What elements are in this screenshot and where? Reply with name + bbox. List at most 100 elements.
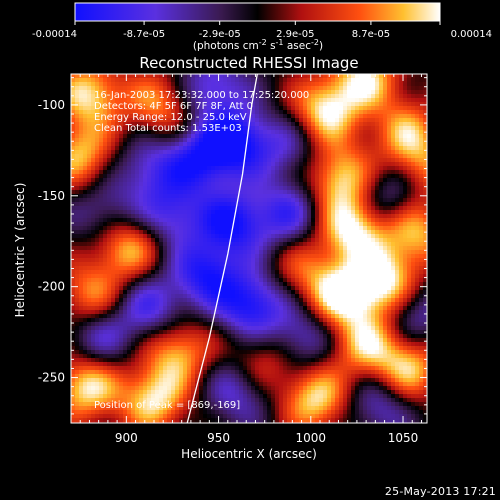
heatmap-cell bbox=[135, 138, 140, 143]
heatmap-cell bbox=[75, 122, 80, 127]
heatmap-cell bbox=[227, 114, 232, 119]
heatmap-cell bbox=[135, 202, 140, 207]
heatmap-cell bbox=[111, 90, 116, 95]
heatmap-cell bbox=[143, 90, 148, 95]
heatmap-cell bbox=[331, 130, 336, 135]
heatmap-cell bbox=[255, 190, 260, 195]
heatmap-cell bbox=[103, 198, 108, 203]
heatmap-cell bbox=[363, 246, 368, 251]
heatmap-cell bbox=[395, 242, 400, 247]
heatmap-cell bbox=[187, 98, 192, 103]
heatmap-cell bbox=[387, 282, 392, 287]
heatmap-cell bbox=[111, 122, 116, 127]
heatmap-cell bbox=[155, 130, 160, 135]
heatmap-cell bbox=[135, 150, 140, 155]
heatmap-cell bbox=[83, 238, 88, 243]
heatmap-cell bbox=[235, 294, 240, 299]
heatmap-cell bbox=[251, 98, 256, 103]
heatmap-cell bbox=[119, 238, 124, 243]
heatmap-cell bbox=[303, 82, 308, 87]
heatmap-cell bbox=[203, 102, 208, 107]
heatmap-cell bbox=[271, 166, 276, 171]
heatmap-cell bbox=[359, 110, 364, 115]
heatmap-cell bbox=[271, 274, 276, 279]
heatmap-cell bbox=[223, 98, 228, 103]
heatmap-cell bbox=[347, 214, 352, 219]
heatmap-cell bbox=[255, 130, 260, 135]
heatmap-cell bbox=[127, 278, 132, 283]
heatmap-cell bbox=[135, 102, 140, 107]
heatmap-cell bbox=[271, 186, 276, 191]
heatmap-cell bbox=[231, 178, 236, 183]
heatmap-cell bbox=[167, 106, 172, 111]
heatmap-cell bbox=[311, 206, 316, 211]
heatmap-cell bbox=[387, 134, 392, 139]
heatmap-cell bbox=[391, 234, 396, 239]
heatmap-cell bbox=[147, 222, 152, 227]
heatmap-cell bbox=[199, 170, 204, 175]
heatmap-cell bbox=[403, 74, 408, 79]
heatmap-cell bbox=[399, 250, 404, 255]
heatmap-cell bbox=[219, 166, 224, 171]
heatmap-cell bbox=[171, 186, 176, 191]
heatmap-cell bbox=[299, 206, 304, 211]
heatmap-cell bbox=[135, 218, 140, 223]
heatmap-cell bbox=[235, 114, 240, 119]
heatmap-cell bbox=[159, 122, 164, 127]
heatmap-cell bbox=[99, 290, 104, 295]
heatmap-cell bbox=[183, 122, 188, 127]
heatmap-cell bbox=[175, 254, 180, 259]
heatmap-cell bbox=[339, 214, 344, 219]
heatmap-cell bbox=[215, 98, 220, 103]
heatmap-cell bbox=[135, 234, 140, 239]
heatmap-cell bbox=[99, 82, 104, 87]
heatmap-cell bbox=[335, 98, 340, 103]
heatmap-cell bbox=[275, 238, 280, 243]
heatmap-cell bbox=[275, 78, 280, 83]
heatmap-cell bbox=[115, 110, 120, 115]
heatmap-cell bbox=[263, 282, 268, 287]
heatmap-cell bbox=[255, 226, 260, 231]
heatmap-cell bbox=[299, 162, 304, 167]
heatmap-cell bbox=[411, 254, 416, 259]
heatmap-cell bbox=[135, 130, 140, 135]
heatmap-cell bbox=[395, 126, 400, 131]
heatmap-cell bbox=[139, 202, 144, 207]
heatmap-cell bbox=[407, 294, 412, 299]
heatmap-cell bbox=[175, 278, 180, 283]
heatmap-cell bbox=[295, 206, 300, 211]
heatmap-cell bbox=[183, 114, 188, 119]
heatmap-cell bbox=[315, 170, 320, 175]
heatmap-cell bbox=[171, 82, 176, 87]
heatmap-cell bbox=[395, 218, 400, 223]
heatmap-cell bbox=[367, 134, 372, 139]
heatmap-cell bbox=[367, 234, 372, 239]
heatmap-cell bbox=[215, 250, 220, 255]
heatmap-cell bbox=[179, 290, 184, 295]
heatmap-cell bbox=[275, 226, 280, 231]
heatmap-cell bbox=[251, 258, 256, 263]
heatmap-cell bbox=[87, 130, 92, 135]
heatmap-cell bbox=[175, 186, 180, 191]
heatmap-cell bbox=[147, 282, 152, 287]
heatmap-cell bbox=[375, 182, 380, 187]
heatmap-cell bbox=[127, 186, 132, 191]
heatmap-cell bbox=[351, 214, 356, 219]
heatmap-cell bbox=[415, 90, 420, 95]
heatmap-cell bbox=[239, 182, 244, 187]
heatmap-cell bbox=[327, 210, 332, 215]
heatmap-cell bbox=[407, 286, 412, 291]
heatmap-cell bbox=[259, 222, 264, 227]
heatmap-cell bbox=[215, 146, 220, 151]
heatmap-cell bbox=[235, 242, 240, 247]
heatmap-cell bbox=[87, 286, 92, 291]
heatmap-cell bbox=[71, 278, 76, 283]
heatmap-cell bbox=[111, 250, 116, 255]
heatmap-cell bbox=[351, 286, 356, 291]
heatmap-cell bbox=[251, 206, 256, 211]
heatmap-cell bbox=[103, 282, 108, 287]
heatmap-cell bbox=[91, 90, 96, 95]
heatmap-cell bbox=[91, 130, 96, 135]
heatmap-cell bbox=[187, 242, 192, 247]
heatmap-cell bbox=[371, 286, 376, 291]
